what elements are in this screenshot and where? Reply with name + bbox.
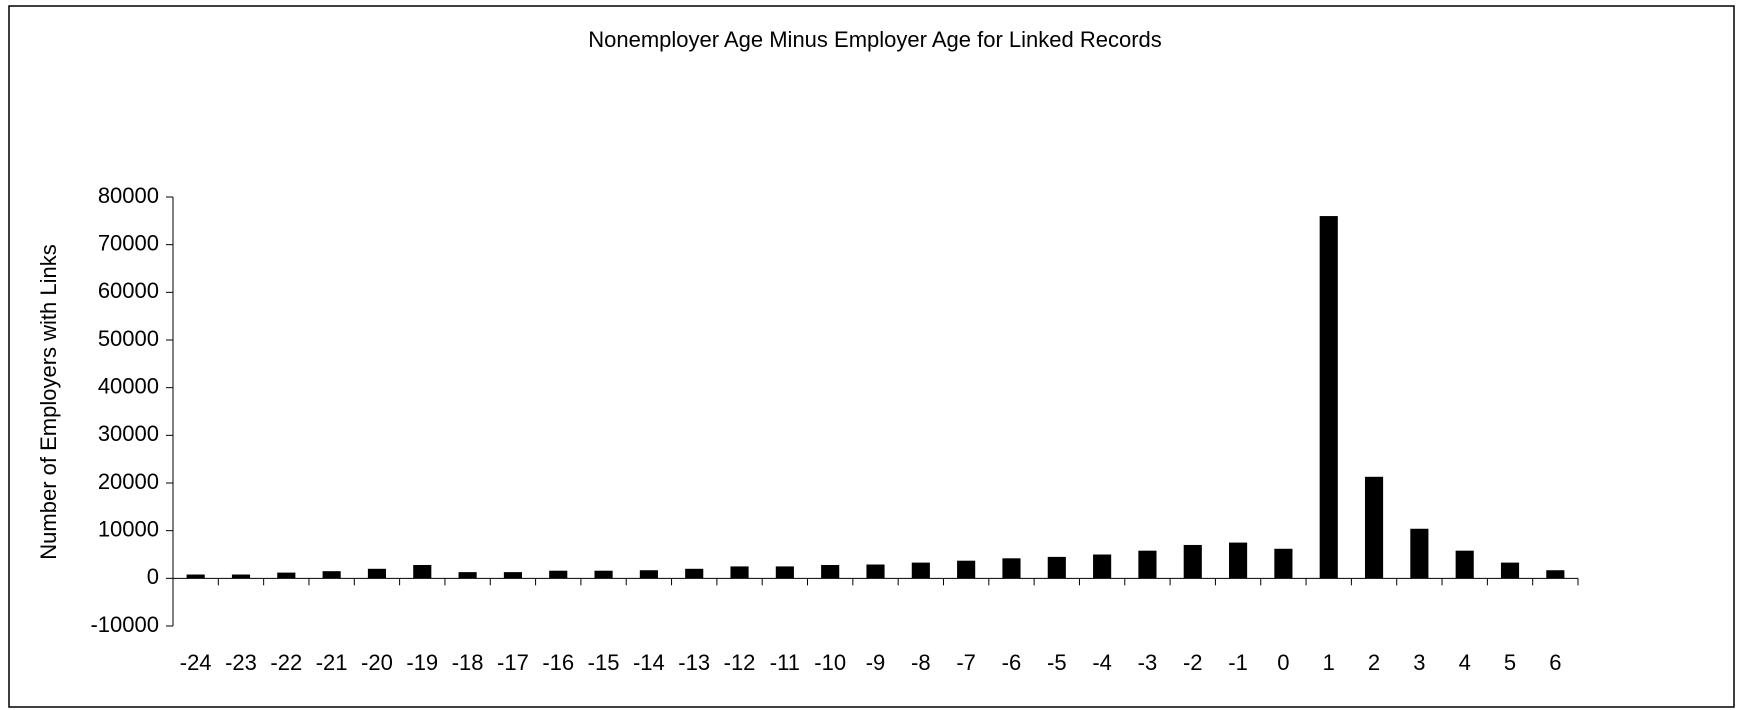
x-tick-label: -24 bbox=[180, 650, 212, 675]
y-tick-label: 0 bbox=[147, 564, 159, 589]
x-tick-label: -9 bbox=[866, 650, 886, 675]
bar bbox=[1138, 550, 1157, 579]
x-tick-label: -15 bbox=[588, 650, 620, 675]
x-tick-label: -3 bbox=[1138, 650, 1158, 675]
bar bbox=[730, 566, 749, 579]
y-tick-label: 30000 bbox=[98, 421, 159, 446]
x-tick-label: -2 bbox=[1183, 650, 1203, 675]
bar bbox=[1093, 554, 1112, 579]
x-tick-label: 6 bbox=[1549, 650, 1561, 675]
x-tick-label: -18 bbox=[452, 650, 484, 675]
x-tick-label: -11 bbox=[770, 650, 800, 675]
bar bbox=[1546, 570, 1565, 579]
x-tick-label: -22 bbox=[270, 650, 302, 675]
bar bbox=[231, 574, 251, 579]
bar bbox=[1274, 548, 1293, 579]
x-tick-label: 1 bbox=[1323, 650, 1335, 675]
bar bbox=[1229, 542, 1248, 579]
x-tick-label: -13 bbox=[678, 650, 710, 675]
bar bbox=[1500, 562, 1520, 579]
y-tick-label: -10000 bbox=[90, 612, 159, 637]
bar bbox=[277, 572, 296, 579]
bar bbox=[594, 570, 613, 579]
y-tick-label: 20000 bbox=[98, 469, 159, 494]
x-tick-label: -4 bbox=[1092, 650, 1112, 675]
x-tick-label: -10 bbox=[814, 650, 846, 675]
bar bbox=[413, 564, 432, 579]
bar bbox=[639, 570, 658, 579]
x-tick-label: 3 bbox=[1413, 650, 1425, 675]
y-tick-label: 40000 bbox=[98, 373, 159, 398]
bar bbox=[911, 562, 930, 579]
x-tick-label: -5 bbox=[1047, 650, 1067, 675]
x-tick-label: -7 bbox=[956, 650, 976, 675]
bar bbox=[1455, 550, 1474, 579]
bar bbox=[821, 564, 840, 579]
bar bbox=[503, 572, 522, 579]
y-tick-label: 80000 bbox=[98, 183, 159, 208]
bar bbox=[866, 564, 885, 579]
x-tick-label: 2 bbox=[1368, 650, 1380, 675]
bar bbox=[1410, 528, 1429, 579]
x-tick-label: -21 bbox=[316, 650, 348, 675]
x-tick-label: -1 bbox=[1228, 650, 1248, 675]
bar bbox=[186, 574, 205, 579]
bar bbox=[367, 568, 387, 579]
bar bbox=[549, 570, 568, 579]
bar bbox=[957, 560, 976, 579]
y-tick-label: 60000 bbox=[98, 278, 159, 303]
bar bbox=[322, 571, 341, 579]
x-tick-label: -20 bbox=[361, 650, 393, 675]
x-tick-label: -8 bbox=[911, 650, 931, 675]
bar bbox=[458, 572, 477, 579]
bar bbox=[775, 566, 794, 579]
bar bbox=[1364, 476, 1384, 579]
bar bbox=[1002, 558, 1021, 579]
x-tick-label: -14 bbox=[633, 650, 665, 675]
y-axis-label: Number of Employers with Links bbox=[36, 244, 61, 559]
x-tick-label: 5 bbox=[1504, 650, 1516, 675]
x-tick-label: 4 bbox=[1459, 650, 1471, 675]
bar bbox=[685, 568, 704, 579]
chart-title: Nonemployer Age Minus Employer Age for L… bbox=[588, 27, 1162, 52]
y-tick-label: 50000 bbox=[98, 326, 159, 351]
x-tick-label: -17 bbox=[497, 650, 529, 675]
bar bbox=[1183, 544, 1202, 579]
y-tick-label: 10000 bbox=[98, 516, 159, 541]
x-tick-label: -6 bbox=[1002, 650, 1022, 675]
chart-border bbox=[8, 5, 1735, 708]
x-tick-label: -19 bbox=[406, 650, 438, 675]
x-tick-label: -12 bbox=[724, 650, 756, 675]
bar bbox=[1319, 216, 1338, 579]
x-tick-label: -16 bbox=[542, 650, 574, 675]
x-tick-label: 0 bbox=[1277, 650, 1289, 675]
bar bbox=[1047, 556, 1066, 579]
y-tick-label: 70000 bbox=[98, 230, 159, 255]
x-tick-label: -23 bbox=[225, 650, 257, 675]
